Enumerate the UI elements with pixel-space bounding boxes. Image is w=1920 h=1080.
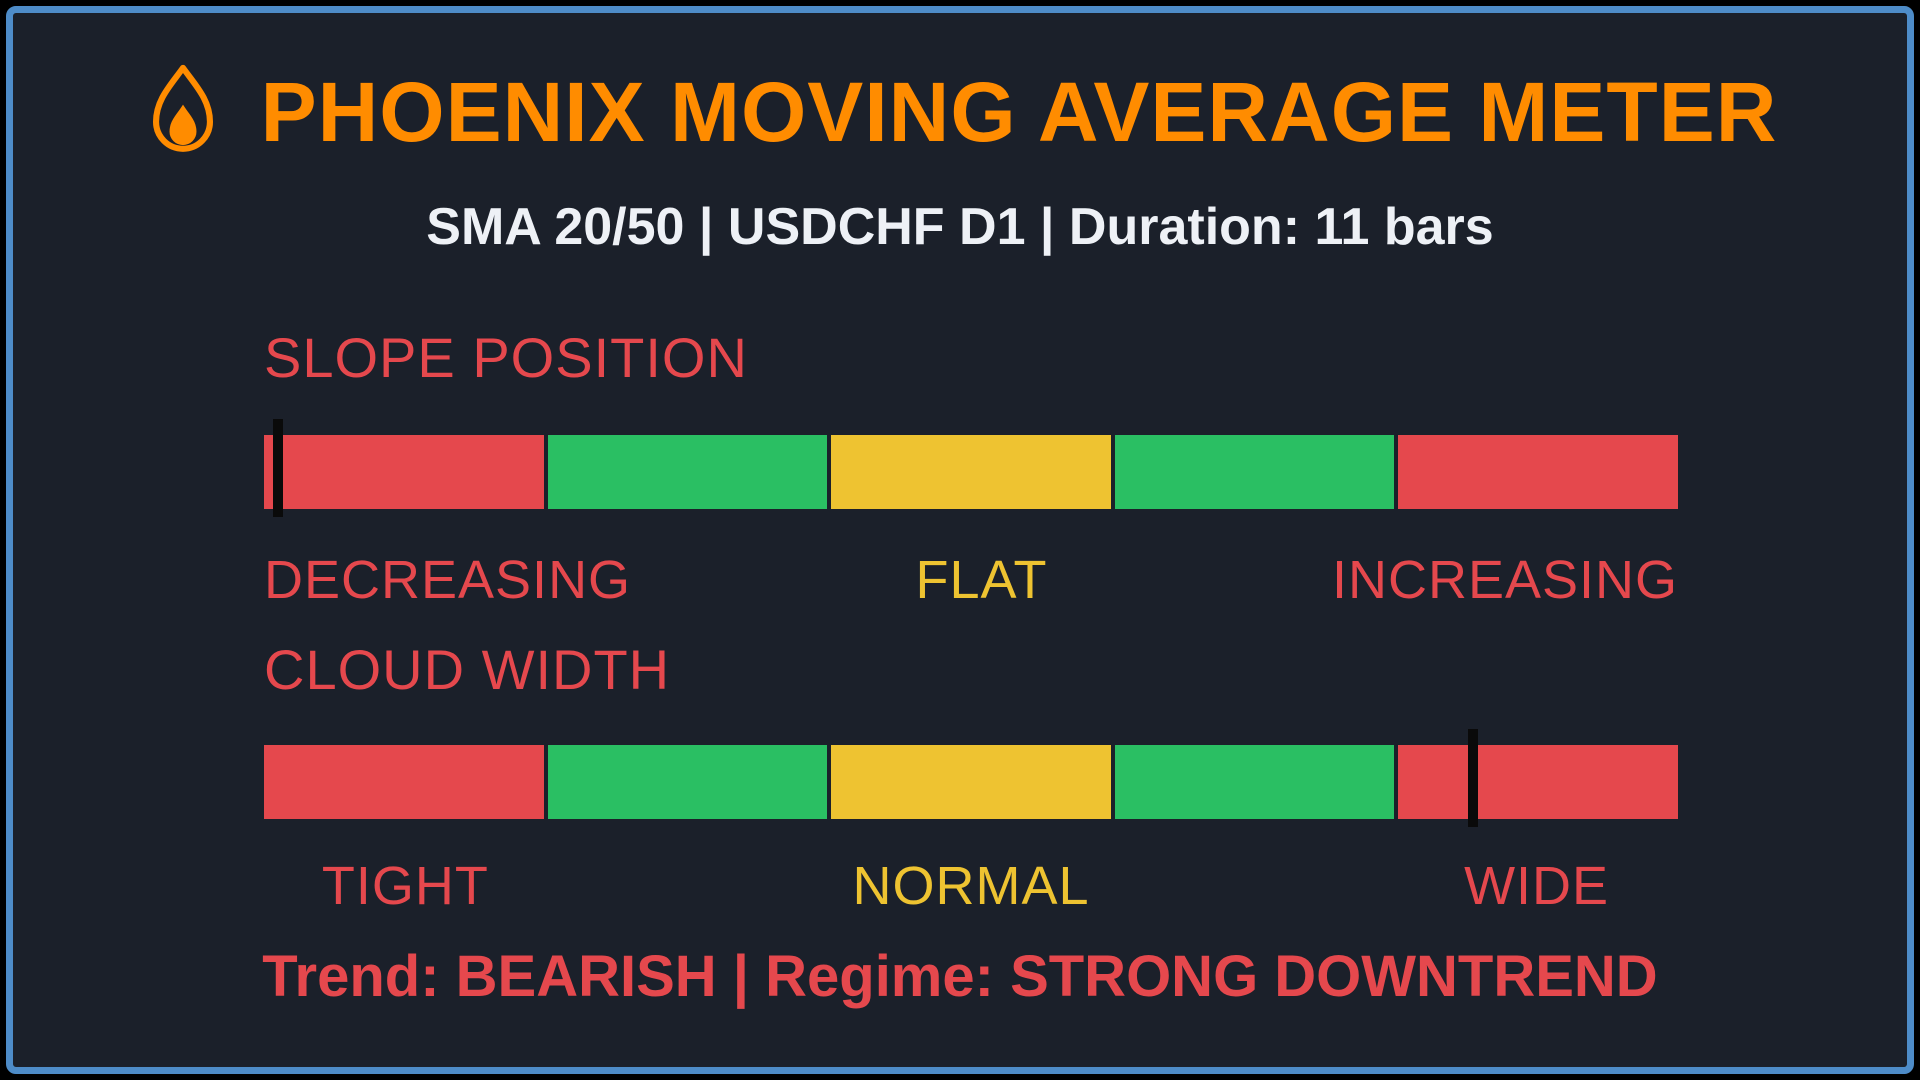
cloud-width-label: CLOUD WIDTH <box>264 638 671 701</box>
tick-cell <box>1098 549 1332 611</box>
tick-cell: WIDE <box>1395 855 1678 917</box>
cloud-width-bar <box>264 729 1678 827</box>
slope-position-bar <box>264 419 1678 517</box>
meter-marker <box>1467 729 1478 827</box>
meter-marker <box>273 419 284 517</box>
tick-label-tight: TIGHT <box>321 856 489 916</box>
meter-segment-green <box>547 745 828 819</box>
tick-label-increasing: INCREASING <box>1331 550 1679 610</box>
meter-segment-yellow <box>831 745 1111 819</box>
slope-position-ticks: DECREASING FLAT INCREASING <box>264 549 1678 611</box>
status-line: Trend: BEARISH | Regime: STRONG DOWNTREN… <box>262 944 1658 1009</box>
tick-cell: DECREASING <box>264 549 631 611</box>
tick-cell: NORMAL <box>830 855 1113 917</box>
tick-cell: TIGHT <box>264 855 547 917</box>
tick-cell: INCREASING <box>1332 549 1678 611</box>
panel-header: PHOENIX MOVING AVERAGE METER <box>13 63 1907 161</box>
tick-cell: FLAT <box>865 549 1099 611</box>
tick-cell <box>547 855 830 917</box>
meter-segment-green <box>1114 435 1395 509</box>
tick-label-normal: NORMAL <box>852 856 1090 916</box>
meter-segment-green <box>547 435 828 509</box>
tick-cell <box>631 549 865 611</box>
meter-segment-green <box>1114 745 1395 819</box>
panel-subtitle: SMA 20/50 | USDCHF D1 | Duration: 11 bar… <box>426 198 1494 256</box>
phoenix-meter-panel: PHOENIX MOVING AVERAGE METER SMA 20/50 |… <box>6 6 1914 1074</box>
panel-title: PHOENIX MOVING AVERAGE METER <box>260 65 1778 159</box>
meter-segment-red <box>1398 745 1678 819</box>
tick-cell <box>1112 855 1395 917</box>
cloud-width-ticks: TIGHT NORMAL WIDE <box>264 855 1678 917</box>
meter-segment-yellow <box>831 435 1111 509</box>
flame-icon <box>152 64 213 152</box>
meter-segment-red <box>264 745 544 819</box>
meter-segment-red <box>1398 435 1678 509</box>
slope-position-label: SLOPE POSITION <box>264 326 748 389</box>
meter-segment-red <box>264 435 544 509</box>
tick-label-flat: FLAT <box>915 550 1048 610</box>
tick-label-wide: WIDE <box>1464 856 1610 916</box>
tick-label-decreasing: DECREASING <box>264 550 632 610</box>
